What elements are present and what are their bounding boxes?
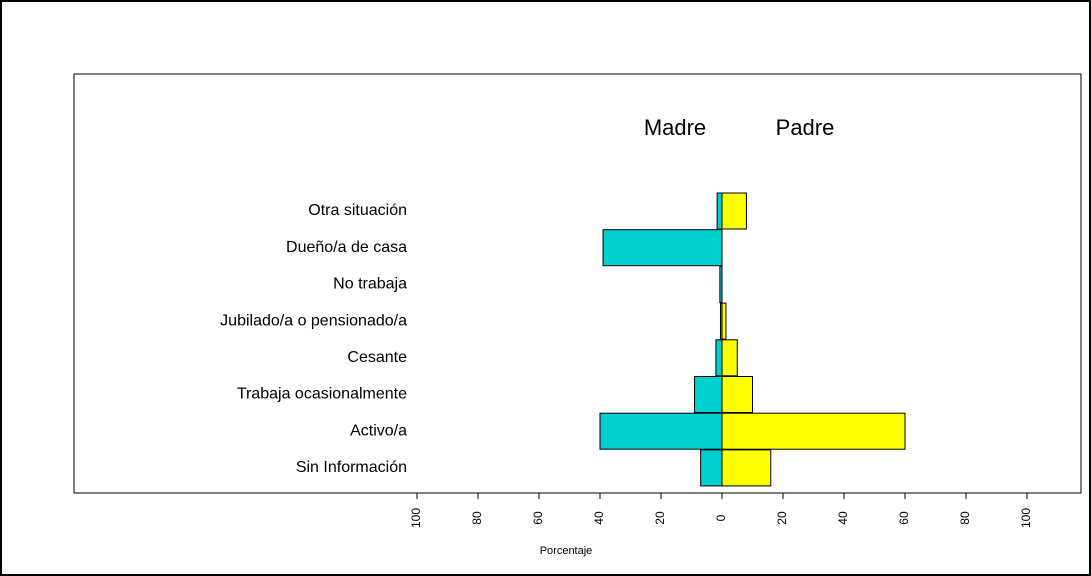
x-tick-label: 0 bbox=[714, 514, 728, 521]
x-tick-label: 60 bbox=[531, 511, 545, 525]
bar bbox=[721, 302, 727, 340]
x-tick-label: 100 bbox=[1019, 508, 1033, 528]
category-label: Dueño/a de casa bbox=[286, 239, 407, 256]
x-tick-label: 20 bbox=[775, 511, 789, 525]
category-label: No trabaja bbox=[333, 276, 407, 293]
bar bbox=[694, 376, 723, 413]
bar bbox=[719, 265, 723, 303]
category-label: Sin Información bbox=[296, 459, 407, 476]
legend-label: Padre bbox=[776, 115, 835, 140]
bar bbox=[715, 339, 723, 377]
x-tick-label: 100 bbox=[409, 508, 423, 528]
bar bbox=[721, 449, 772, 487]
bar bbox=[721, 376, 753, 413]
x-tick-label: 40 bbox=[592, 511, 606, 525]
bar bbox=[721, 339, 738, 377]
category-label: Activo/a bbox=[350, 422, 407, 439]
category-label: Jubilado/a o pensionado/a bbox=[220, 312, 407, 329]
x-tick-label: 20 bbox=[653, 511, 667, 525]
bar bbox=[700, 449, 723, 487]
bar bbox=[599, 412, 723, 450]
category-label: Trabaja ocasionalmente bbox=[237, 386, 407, 403]
x-axis-label: Porcentaje bbox=[540, 545, 593, 557]
bar bbox=[721, 412, 906, 450]
x-tick-label: 80 bbox=[958, 511, 972, 525]
bar bbox=[721, 192, 747, 230]
plot-box bbox=[73, 73, 1082, 494]
x-tick-label: 60 bbox=[897, 511, 911, 525]
category-label: Cesante bbox=[347, 349, 407, 366]
bar bbox=[602, 229, 723, 267]
bar bbox=[716, 192, 723, 230]
legend-label: Madre bbox=[644, 115, 706, 140]
x-tick-label: 40 bbox=[836, 511, 850, 525]
x-tick-label: 80 bbox=[470, 511, 484, 525]
category-label: Otra situación bbox=[308, 202, 407, 219]
